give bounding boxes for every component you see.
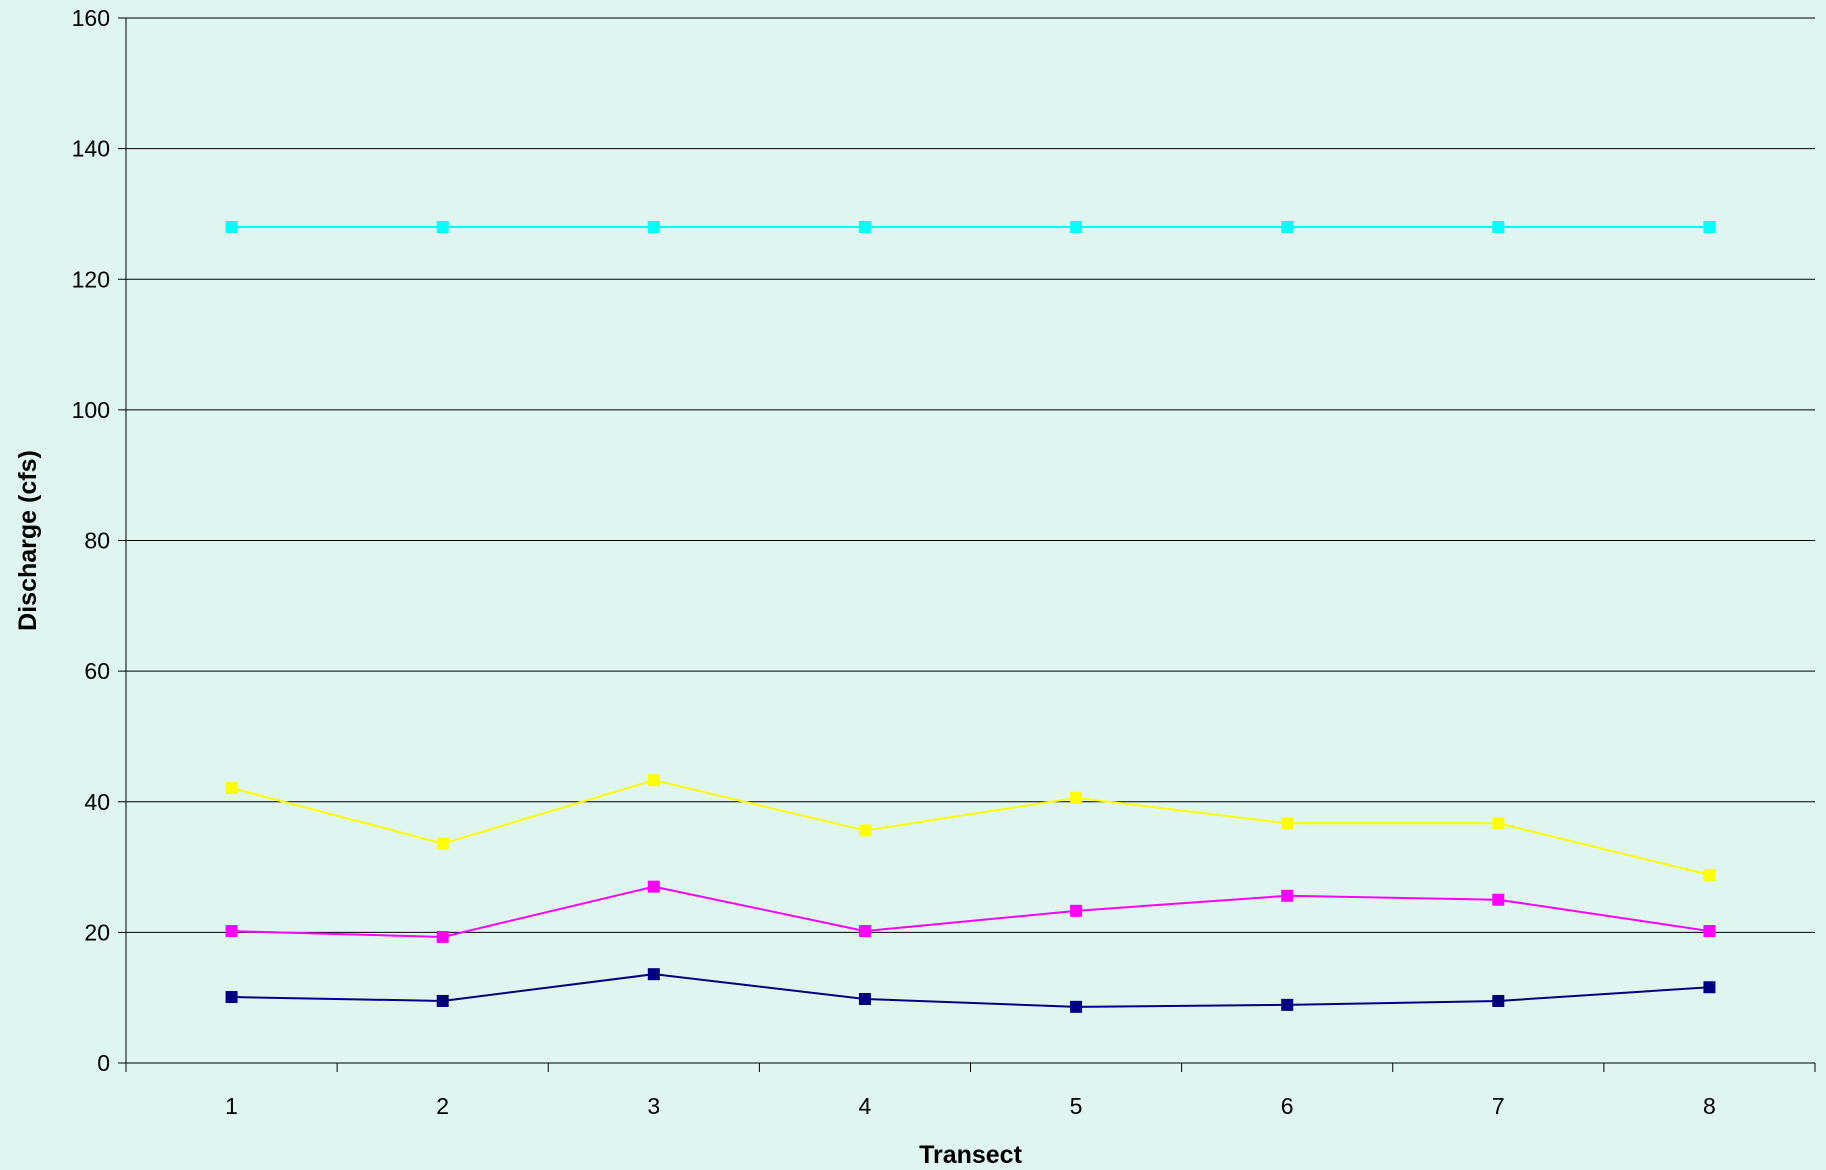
y-axis-title: Discharge (cfs) — [14, 450, 42, 631]
data-point — [1281, 998, 1294, 1011]
x-axis-title: Transect — [919, 1141, 1023, 1169]
data-point — [647, 221, 660, 233]
y-tick-label: 40 — [84, 789, 110, 815]
y-tick-label: 100 — [72, 397, 110, 423]
series-line — [231, 973, 1710, 1008]
x-tick-label: 2 — [436, 1093, 449, 1119]
x-tick-label: 6 — [1281, 1093, 1294, 1119]
series-3 — [225, 880, 1716, 943]
series-group — [225, 221, 1716, 1013]
series-1 — [225, 221, 1716, 233]
data-point — [225, 221, 238, 233]
data-point — [1703, 868, 1716, 881]
x-tick-label: 5 — [1070, 1093, 1083, 1119]
data-point — [647, 774, 660, 787]
data-point — [436, 994, 449, 1007]
data-point — [1070, 904, 1083, 917]
data-point — [647, 968, 660, 981]
data-point — [1070, 791, 1083, 804]
data-point — [858, 824, 871, 837]
data-point — [436, 837, 449, 850]
x-tick-label: 7 — [1492, 1093, 1505, 1119]
y-tick-label: 80 — [84, 528, 110, 554]
data-point — [1492, 893, 1505, 906]
x-tick-label: 3 — [647, 1093, 660, 1119]
data-point — [1703, 981, 1716, 994]
x-tick-label: 4 — [859, 1093, 872, 1119]
x-tick-label: 8 — [1703, 1093, 1716, 1119]
y-tick-label: 20 — [84, 919, 110, 945]
series-line — [231, 779, 1710, 876]
axes: 0 20 40 60 80 100 120 140 160 1 2 3 4 5 6 7 8 — [72, 5, 1816, 1119]
data-point — [225, 991, 238, 1004]
data-point — [1703, 221, 1716, 233]
data-point — [1281, 817, 1294, 830]
data-point — [225, 925, 238, 938]
data-point — [647, 880, 660, 893]
data-point — [436, 930, 449, 943]
data-point — [1492, 221, 1505, 233]
data-point — [1070, 221, 1083, 233]
series-4 — [225, 968, 1716, 1013]
y-tick-label: 0 — [97, 1050, 110, 1076]
y-tick-label: 60 — [84, 658, 110, 684]
data-point — [1281, 889, 1294, 902]
gridlines — [126, 17, 1815, 933]
series-2 — [225, 774, 1716, 881]
y-tick-label: 140 — [72, 136, 110, 162]
data-point — [1281, 221, 1294, 233]
data-point — [858, 925, 871, 938]
data-point — [1492, 817, 1505, 830]
x-tick-label: 1 — [225, 1093, 238, 1119]
y-tick-label: 120 — [72, 266, 110, 292]
data-point — [225, 782, 238, 795]
y-tick-label: 160 — [72, 5, 110, 31]
data-point — [1703, 925, 1716, 938]
data-point — [1492, 994, 1505, 1007]
data-point — [436, 221, 449, 233]
data-point — [858, 221, 871, 233]
series-line — [231, 885, 1710, 938]
data-point — [858, 992, 871, 1005]
data-point — [1070, 1000, 1083, 1013]
